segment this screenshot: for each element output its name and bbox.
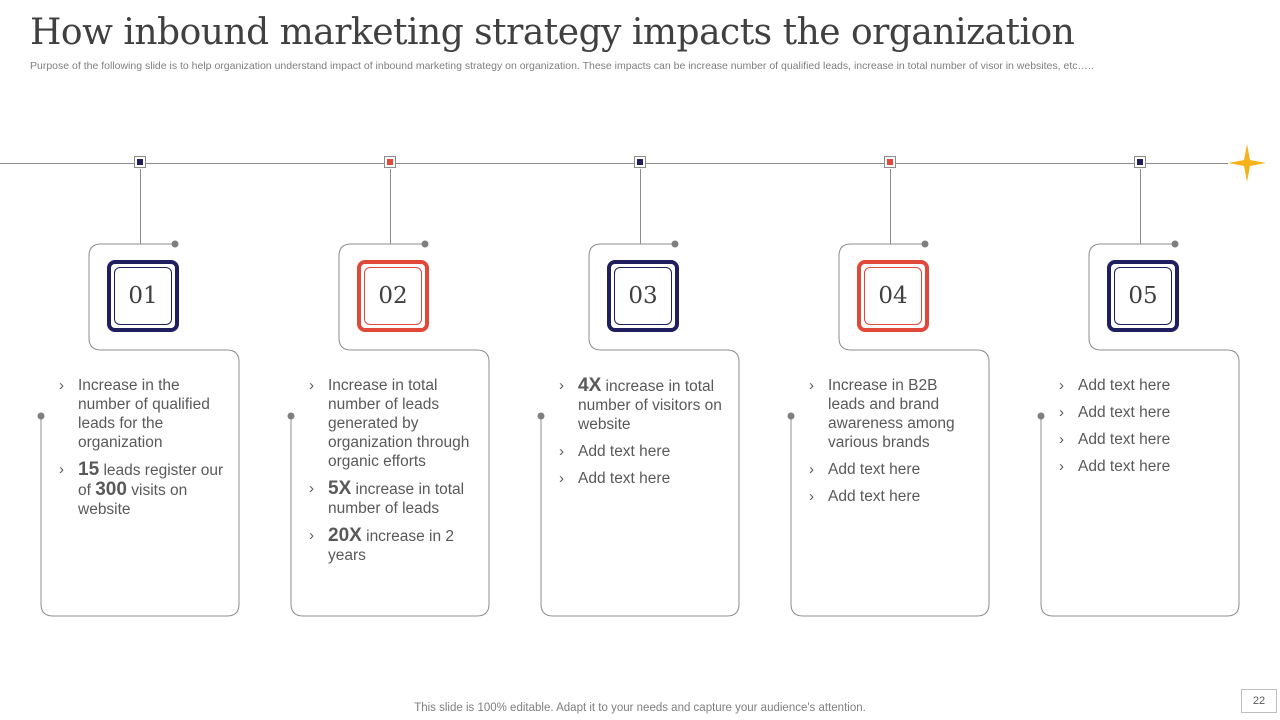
- step-card: 02 › Increase in total number of leads gen…: [287, 240, 490, 617]
- chevron-right-icon: ›: [559, 443, 564, 460]
- step-card: 01 › Increase in the number of qualified l…: [37, 240, 240, 617]
- chevron-right-icon: ›: [809, 488, 814, 505]
- bullet-text: Increase in the number of qualified lead…: [78, 377, 210, 451]
- bullet-item: › Increase in the number of qualified lea…: [59, 376, 227, 452]
- timeline-node-05: [1134, 156, 1146, 168]
- bullet-text: Add text here: [1078, 404, 1171, 421]
- step-number-badge: 05: [1107, 260, 1179, 332]
- bullet-item: › Increase in B2B leads and brand awarene…: [809, 376, 977, 452]
- bullet-item: › 15 leads register our of 300 visits on …: [59, 460, 227, 519]
- bullet-item: › Add text here: [559, 469, 727, 488]
- bullet-item: › Add text here: [1059, 376, 1227, 395]
- chevron-right-icon: ›: [809, 461, 814, 478]
- step-bullet-list: › 4X increase in total number of visitors…: [559, 376, 727, 496]
- bullet-item: › Add text here: [1059, 457, 1227, 476]
- timeline-node-02: [384, 156, 396, 168]
- step-card: 03 › 4X increase in total number of visito…: [537, 240, 740, 617]
- bullet-item: › Add text here: [809, 487, 977, 506]
- bullet-text: increase in total number of visitors on …: [578, 378, 722, 433]
- bullet-item: › Add text here: [809, 460, 977, 479]
- connector-line: [640, 169, 641, 244]
- bullet-text: Increase in total number of leads genera…: [328, 377, 470, 470]
- step-number: 03: [614, 267, 672, 325]
- bullet-text: visits on website: [78, 482, 188, 518]
- chevron-right-icon: ›: [309, 527, 314, 544]
- step-number: 04: [864, 267, 922, 325]
- bullet-text: Add text here: [578, 470, 671, 487]
- step-number: 05: [1114, 267, 1172, 325]
- timeline-line: [0, 163, 1228, 164]
- bullet-item: › 20X increase in 2 years: [309, 526, 477, 565]
- step-card: 05 › Add text here › Add text here › Add text …: [1037, 240, 1240, 617]
- highlight-number: 4X: [578, 375, 602, 396]
- card-outline: [37, 240, 240, 617]
- chevron-right-icon: ›: [59, 461, 64, 478]
- step-bullet-list: › Add text here › Add text here › Add text he…: [1059, 376, 1227, 484]
- connector-line: [890, 169, 891, 244]
- bullet-item: › 4X increase in total number of visitors…: [559, 376, 727, 434]
- bullet-text: Add text here: [1078, 458, 1171, 475]
- step-bullet-list: › Increase in total number of leads gener…: [309, 376, 477, 573]
- chevron-right-icon: ›: [59, 377, 64, 394]
- slide-title: How inbound marketing strategy impacts t…: [30, 12, 1075, 53]
- card-outline: [1037, 240, 1240, 617]
- bullet-text: Add text here: [828, 488, 921, 505]
- connector-line: [140, 169, 141, 244]
- chevron-right-icon: ›: [809, 377, 814, 394]
- step-number-badge: 01: [107, 260, 179, 332]
- highlight-number: 5X: [328, 478, 352, 499]
- bullet-item: › Add text here: [1059, 430, 1227, 449]
- bullet-text: increase in total number of leads: [328, 481, 465, 517]
- chevron-right-icon: ›: [1059, 377, 1064, 394]
- step-card: 04 › Increase in B2B leads and brand aware…: [787, 240, 990, 617]
- bullet-item: › Add text here: [1059, 403, 1227, 422]
- step-number: 02: [364, 267, 422, 325]
- highlight-number: 300: [95, 479, 127, 500]
- chevron-right-icon: ›: [559, 377, 564, 394]
- card-outline: [537, 240, 740, 617]
- chevron-right-icon: ›: [1059, 431, 1064, 448]
- step-bullet-list: › Increase in the number of qualified lea…: [59, 376, 227, 527]
- chevron-right-icon: ›: [309, 377, 314, 394]
- footer-note: This slide is 100% editable. Adapt it to…: [414, 702, 866, 714]
- bullet-text: Add text here: [578, 443, 671, 460]
- bullet-text: Add text here: [1078, 377, 1171, 394]
- bullet-text: Increase in B2B leads and brand awarenes…: [828, 377, 955, 451]
- bullet-item: › Increase in total number of leads gener…: [309, 376, 477, 471]
- chevron-right-icon: ›: [1059, 458, 1064, 475]
- timeline-node-04: [884, 156, 896, 168]
- bullet-item: › Add text here: [559, 442, 727, 461]
- step-number-badge: 02: [357, 260, 429, 332]
- page-number: 22: [1241, 689, 1277, 713]
- timeline-node-03: [634, 156, 646, 168]
- connector-line: [390, 169, 391, 244]
- chevron-right-icon: ›: [1059, 404, 1064, 421]
- timeline-node-01: [134, 156, 146, 168]
- star-icon: [1228, 144, 1266, 182]
- connector-line: [1140, 169, 1141, 244]
- bullet-text: leads register our of: [78, 462, 224, 499]
- step-number-badge: 03: [607, 260, 679, 332]
- step-number: 01: [114, 267, 172, 325]
- card-outline: [287, 240, 490, 617]
- chevron-right-icon: ›: [559, 470, 564, 487]
- bullet-item: › 5X increase in total number of leads: [309, 479, 477, 518]
- bullet-text: Add text here: [828, 461, 921, 478]
- card-outline: [787, 240, 990, 617]
- bullet-text: Add text here: [1078, 431, 1171, 448]
- bullet-text: increase in 2 years: [328, 528, 455, 564]
- highlight-number: 15: [78, 459, 100, 480]
- highlight-number: 20X: [328, 525, 362, 546]
- slide-subtitle: Purpose of the following slide is to hel…: [30, 60, 1094, 72]
- step-bullet-list: › Increase in B2B leads and brand awarene…: [809, 376, 977, 514]
- step-number-badge: 04: [857, 260, 929, 332]
- chevron-right-icon: ›: [309, 480, 314, 497]
